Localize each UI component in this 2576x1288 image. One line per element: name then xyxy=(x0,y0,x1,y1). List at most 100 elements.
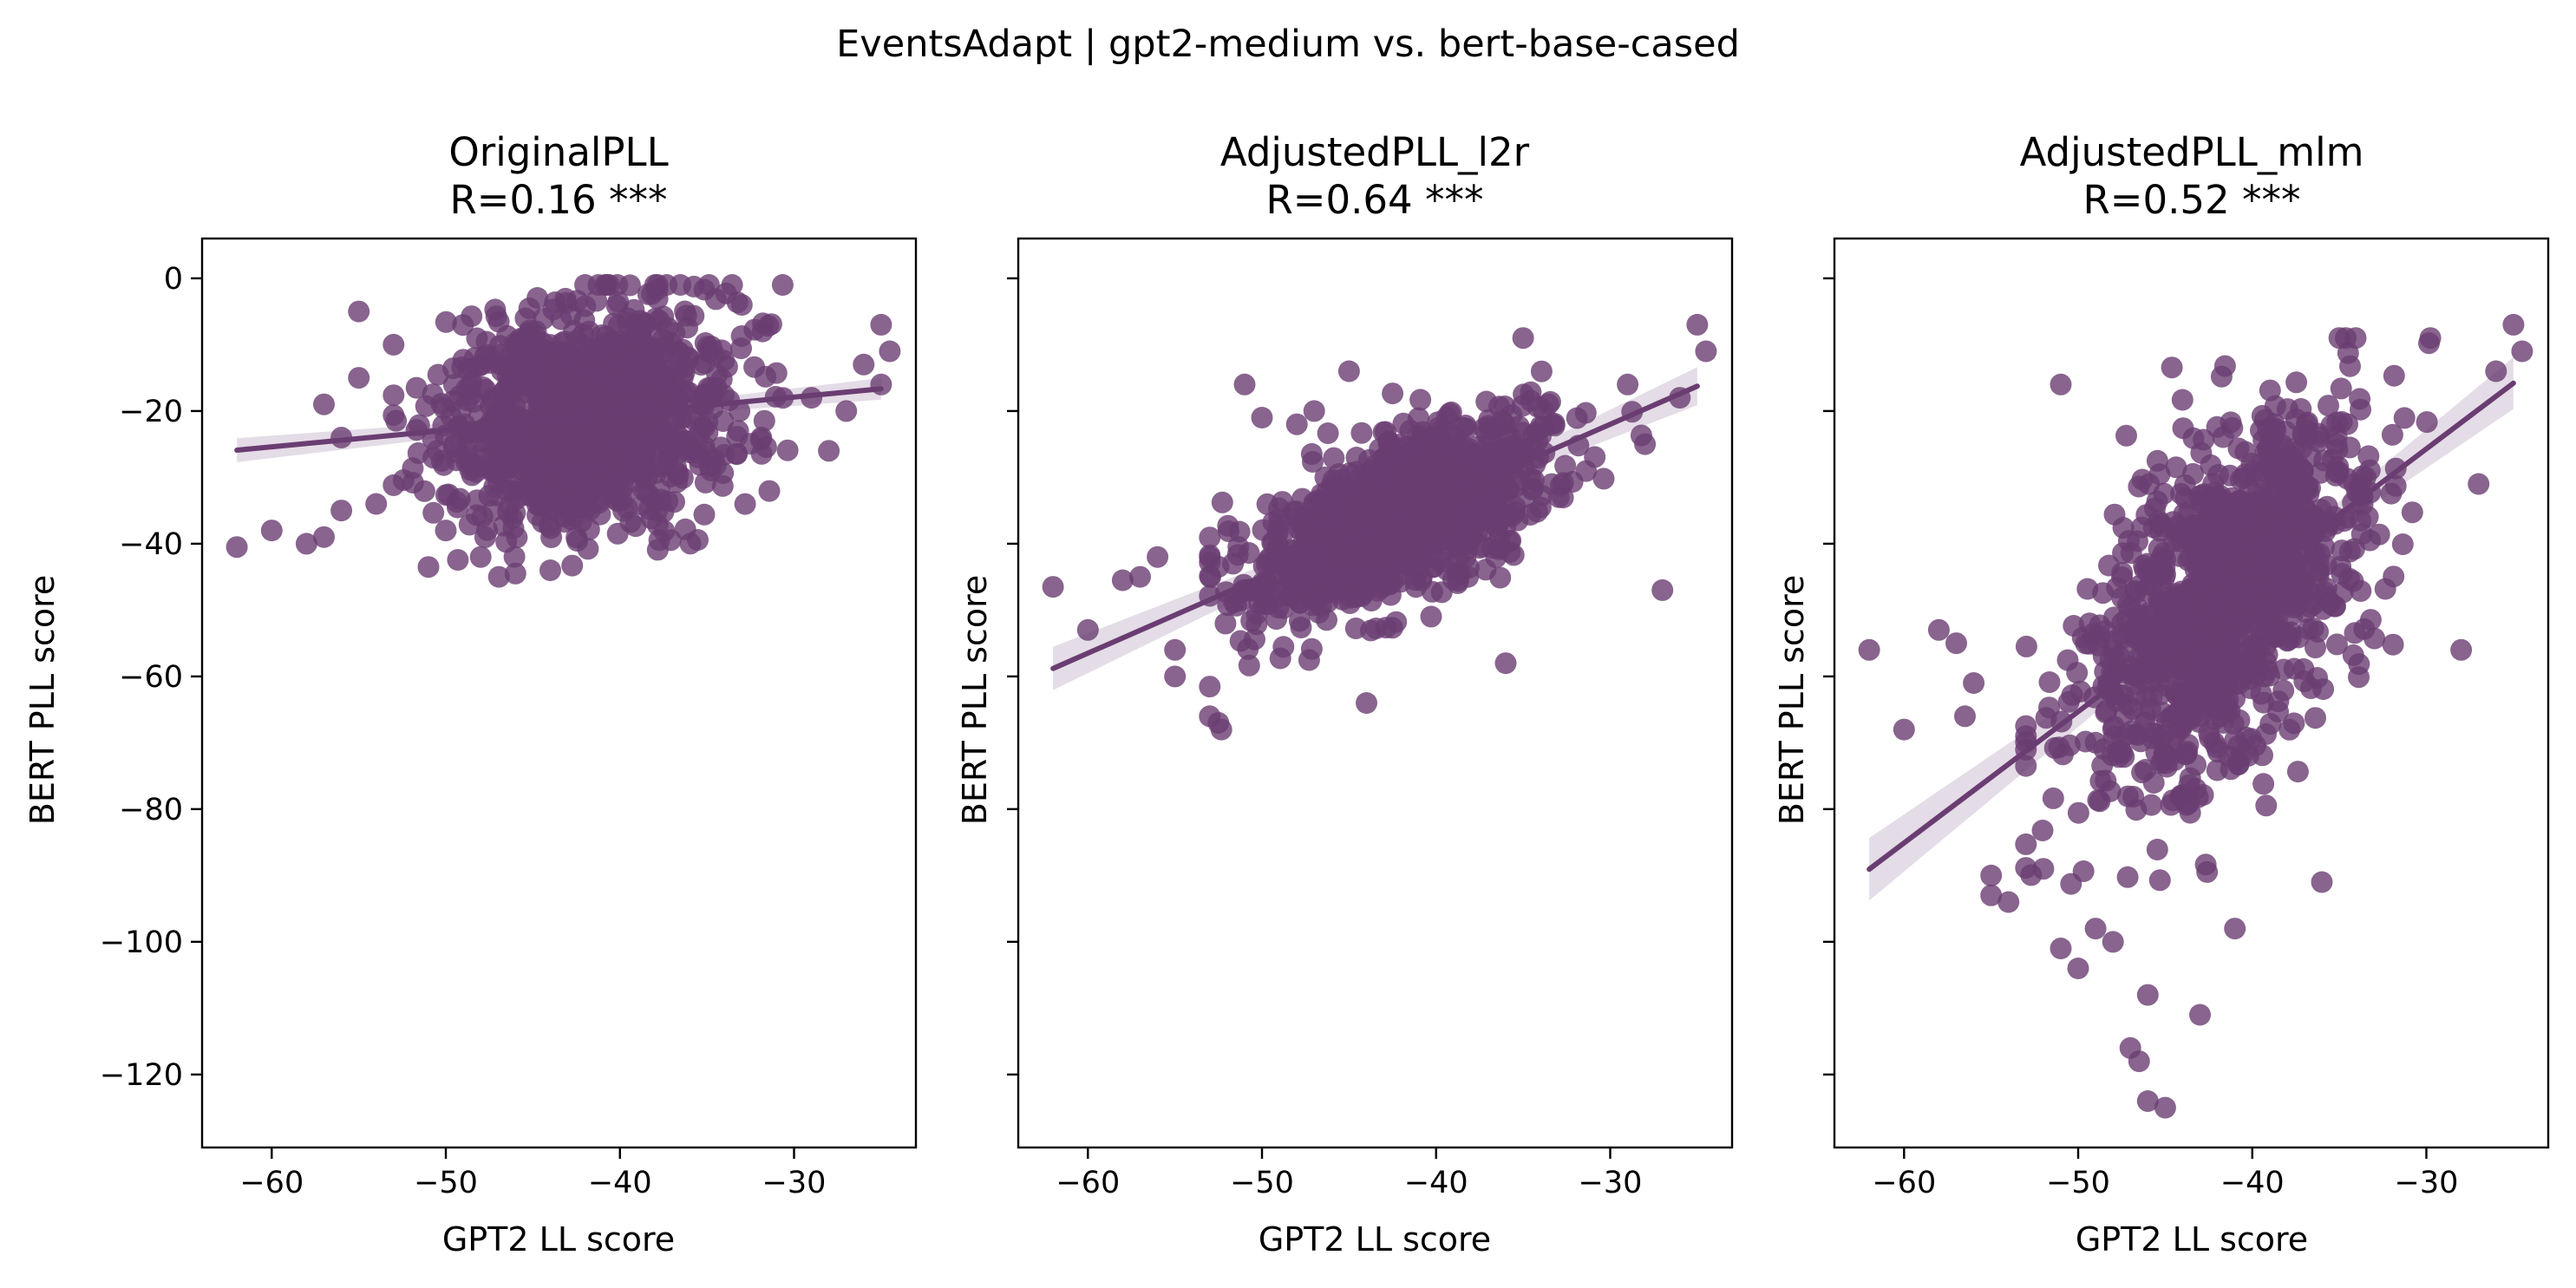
scatter-point xyxy=(1207,711,1230,734)
scatter-point xyxy=(2253,547,2276,570)
scatter-point xyxy=(687,529,709,551)
scatter-point xyxy=(385,409,408,432)
plot-area xyxy=(1042,313,1717,741)
scatter-point xyxy=(1566,407,1588,429)
scatter-point xyxy=(1435,446,1457,467)
scatter-point xyxy=(2103,503,2126,526)
scatter-point xyxy=(365,493,388,515)
scatter-point xyxy=(2262,425,2285,447)
scatter-point xyxy=(1396,522,1418,544)
scatter-point xyxy=(1285,413,1308,435)
scatter-point xyxy=(1282,579,1304,602)
scatter-point xyxy=(382,384,405,407)
scatter-point xyxy=(2243,611,2265,633)
scatter-point xyxy=(2241,634,2264,657)
scatter-point xyxy=(1317,422,1339,444)
scatter-point xyxy=(641,389,664,411)
scatter-point xyxy=(1617,373,1639,396)
scatter-point xyxy=(2178,500,2200,523)
scatter-point xyxy=(1323,577,1345,599)
scatter-point xyxy=(1520,381,1542,403)
scatter-point xyxy=(2115,641,2137,664)
scatter-point xyxy=(835,400,858,422)
regression-line xyxy=(234,386,884,454)
scatter-point xyxy=(330,500,353,522)
scatter-point xyxy=(1199,676,1221,698)
scatter-point xyxy=(471,506,494,527)
scatter-point xyxy=(2299,446,2322,468)
scatter-point xyxy=(2220,411,2242,434)
scatter-point xyxy=(454,413,476,435)
scatter-point xyxy=(1475,422,1498,445)
scatter-point xyxy=(2161,789,2184,812)
scatter-point xyxy=(452,314,474,337)
scatter-point xyxy=(518,469,540,492)
scatter-point xyxy=(2277,629,2299,651)
scatter-point xyxy=(1512,327,1534,350)
scatter-point xyxy=(879,340,901,363)
plot-frame xyxy=(1017,237,1734,1149)
scatter-point xyxy=(1302,451,1324,473)
scatter-point xyxy=(2168,545,2191,567)
panel-adjusted-pll-l2r: AdjustedPLL_l2r R=0.64 *** GPT2 LL score… xyxy=(956,129,1734,1259)
y-axis-label: BERT PLL score xyxy=(1773,575,1811,825)
scatter-point xyxy=(2350,398,2371,421)
scatter-point xyxy=(606,522,629,545)
scatter-point xyxy=(2180,696,2203,719)
scatter-point xyxy=(621,460,644,482)
scatter-point xyxy=(1272,636,1295,658)
scatter-point xyxy=(624,375,645,397)
scatter-point xyxy=(1954,705,1976,728)
scatter-point xyxy=(1323,447,1345,469)
scatter-point xyxy=(700,460,722,481)
x-axis-label: GPT2 LL score xyxy=(2076,1220,2308,1259)
scatter-point xyxy=(670,407,693,429)
scatter-point xyxy=(2286,761,2309,783)
scatter-point xyxy=(715,282,737,304)
scatter-point xyxy=(1420,605,1442,628)
scatter-point xyxy=(2222,712,2245,735)
y-tick-label: −20 xyxy=(119,395,183,429)
scatter-point xyxy=(693,503,716,526)
scatter-point xyxy=(555,291,578,314)
scatter-point xyxy=(1448,563,1471,585)
scatter-point xyxy=(2146,449,2168,472)
scatter-point xyxy=(529,396,551,419)
scatter-point xyxy=(474,526,496,548)
scatter-point xyxy=(1858,638,1880,661)
scatter-point xyxy=(1147,546,1169,568)
scatter-point xyxy=(729,400,751,422)
scatter-point xyxy=(532,511,553,533)
scatter-point xyxy=(2137,559,2160,582)
scatter-point xyxy=(2042,787,2064,809)
scatter-point xyxy=(2189,1004,2211,1026)
scatter-point xyxy=(2266,567,2289,590)
scatter-point xyxy=(503,546,526,568)
scatter-point xyxy=(2316,495,2338,518)
scatter-point xyxy=(2129,730,2152,753)
scatter-point xyxy=(2107,683,2129,706)
scatter-point xyxy=(1634,433,1657,455)
x-tick-label: −40 xyxy=(1404,1166,1468,1200)
scatter-point xyxy=(1200,566,1221,588)
scatter-point xyxy=(1489,566,1512,589)
panel-correlation: R=0.16 *** xyxy=(450,177,668,223)
scatter-point xyxy=(2502,313,2525,336)
scatter-point xyxy=(1290,617,1312,638)
scatter-point xyxy=(348,300,370,323)
scatter-point xyxy=(2293,670,2316,692)
plot-area xyxy=(226,274,901,588)
x-tick-label: −60 xyxy=(1872,1166,1936,1200)
scatter-point xyxy=(2285,371,2308,394)
scatter-point xyxy=(457,358,480,381)
scatter-point xyxy=(2061,684,2083,706)
scatter-point xyxy=(525,320,547,343)
scatter-point xyxy=(1240,610,1263,632)
scatter-point xyxy=(2084,731,2107,754)
scatter-point xyxy=(2051,743,2074,766)
scatter-point xyxy=(2234,540,2257,563)
scatter-point xyxy=(561,554,584,577)
scatter-point xyxy=(2318,395,2339,417)
x-tick-label: −30 xyxy=(2395,1166,2459,1200)
scatter-point xyxy=(652,500,675,523)
